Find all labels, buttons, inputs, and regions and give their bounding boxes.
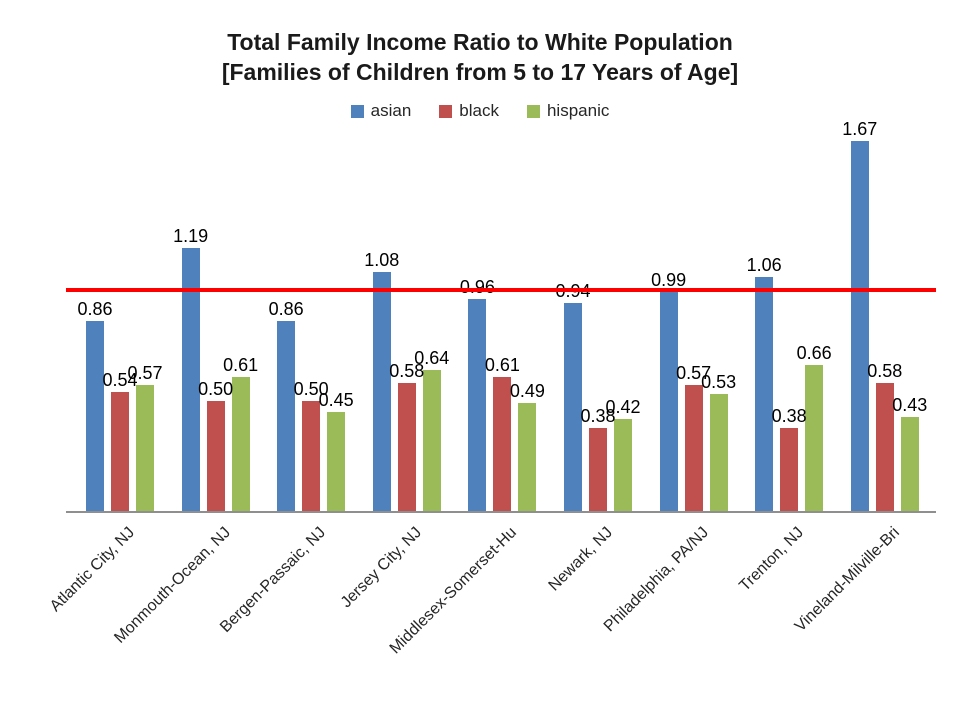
data-label-hispanic-atlantic-city-nj: 0.57 xyxy=(127,363,163,384)
bar-asian-philadelphia-pa-nj xyxy=(659,292,678,512)
bar-asian-bergen-passaic-nj xyxy=(277,321,296,512)
data-label-asian-bergen-passaic-nj: 0.86 xyxy=(268,299,304,320)
category-label-jersey-city-nj: Jersey City, NJ xyxy=(337,524,425,612)
legend-label-hispanic: hispanic xyxy=(546,101,610,120)
data-label-black-monmouth-ocean-nj: 0.50 xyxy=(198,379,234,399)
bar-hispanic-bergen-passaic-nj xyxy=(327,412,346,512)
legend: asian black hispanic xyxy=(0,101,960,121)
category-label-philadelphia-pa-nj: Philadelphia, PA/NJ xyxy=(600,524,712,636)
bar-black-atlantic-city-nj xyxy=(111,392,129,512)
bar-black-bergen-passaic-nj xyxy=(302,401,321,512)
bar-asian-atlantic-city-nj xyxy=(86,321,104,512)
data-label-black-middlesex-somerset-hu: 0.61 xyxy=(484,354,520,375)
bar-black-jersey-city-nj xyxy=(397,383,416,512)
chart-title: Total Family Income Ratio to White Popul… xyxy=(0,27,960,87)
data-label-asian-vineland-milville-bri: 1.67 xyxy=(842,119,878,140)
data-label-asian-jersey-city-nj: 1.08 xyxy=(364,250,400,271)
data-label-asian-atlantic-city-nj: 0.86 xyxy=(77,299,113,320)
bar-black-trenton-nj xyxy=(780,427,799,512)
data-label-black-philadelphia-pa-nj: 0.57 xyxy=(676,363,712,384)
data-label-hispanic-bergen-passaic-nj: 0.45 xyxy=(318,390,354,411)
category-label-trenton-nj: Trenton, NJ xyxy=(736,524,808,595)
bar-asian-vineland-milville-bri xyxy=(850,141,869,512)
category-label-vineland-milville-bri: Vineland-Milville-Bri xyxy=(791,524,903,636)
bar-black-vineland-milville-bri xyxy=(875,383,894,512)
data-label-hispanic-middlesex-somerset-hu: 0.49 xyxy=(509,381,545,402)
chart-title-line2: [Families of Children from 5 to 17 Years… xyxy=(221,59,739,85)
data-label-hispanic-newark-nj: 0.42 xyxy=(605,396,641,417)
bar-asian-middlesex-somerset-hu xyxy=(468,298,487,512)
bar-hispanic-vineland-milville-bri xyxy=(900,416,919,512)
bar-hispanic-jersey-city-nj xyxy=(422,369,441,512)
bar-asian-newark-nj xyxy=(564,303,582,512)
bar-hispanic-middlesex-somerset-hu xyxy=(518,403,537,512)
data-label-black-trenton-nj: 0.38 xyxy=(771,405,807,426)
reference-line xyxy=(66,288,936,292)
bar-hispanic-monmouth-ocean-nj xyxy=(231,376,250,512)
bar-hispanic-newark-nj xyxy=(614,418,632,512)
data-label-black-jersey-city-nj: 0.58 xyxy=(389,361,425,382)
data-label-hispanic-vineland-milville-bri: 0.43 xyxy=(892,394,928,415)
bar-black-middlesex-somerset-hu xyxy=(493,376,512,512)
legend-marker-asian xyxy=(350,104,364,118)
data-label-asian-trenton-nj: 1.06 xyxy=(746,254,782,275)
bar-asian-trenton-nj xyxy=(755,276,774,512)
category-label-monmouth-ocean-nj: Monmouth-Ocean, NJ xyxy=(110,524,234,647)
category-label-newark-nj: Newark, NJ xyxy=(545,524,617,595)
legend-item-asian: asian xyxy=(350,101,412,121)
data-label-black-atlantic-city-nj: 0.54 xyxy=(102,370,138,391)
data-label-hispanic-monmouth-ocean-nj: 0.61 xyxy=(223,354,259,375)
data-label-asian-philadelphia-pa-nj: 0.99 xyxy=(651,270,687,291)
data-label-hispanic-philadelphia-pa-nj: 0.53 xyxy=(701,372,737,393)
bar-asian-jersey-city-nj xyxy=(372,272,391,512)
data-label-black-vineland-milville-bri: 0.58 xyxy=(867,361,903,382)
legend-label-black: black xyxy=(459,101,499,120)
data-label-black-newark-nj: 0.38 xyxy=(580,405,616,426)
data-label-asian-monmouth-ocean-nj: 1.19 xyxy=(173,225,209,246)
category-label-atlantic-city-nj: Atlantic City, NJ xyxy=(46,524,139,616)
data-label-black-bergen-passaic-nj: 0.50 xyxy=(293,379,329,399)
x-axis-line xyxy=(66,511,936,513)
bar-black-newark-nj xyxy=(589,427,607,512)
category-label-middlesex-somerset-hu: Middlesex-Somerset-Hu xyxy=(387,524,521,658)
legend-marker-hispanic xyxy=(526,104,540,118)
legend-item-black: black xyxy=(439,101,499,121)
bar-hispanic-philadelphia-pa-nj xyxy=(709,394,728,512)
legend-item-hispanic: hispanic xyxy=(526,101,610,121)
chart-title-line1: Total Family Income Ratio to White Popul… xyxy=(227,29,733,55)
data-label-hispanic-jersey-city-nj: 0.64 xyxy=(414,347,450,368)
bar-asian-monmouth-ocean-nj xyxy=(181,247,200,512)
legend-label-asian: asian xyxy=(370,101,412,120)
bar-black-monmouth-ocean-nj xyxy=(206,401,225,512)
data-label-hispanic-trenton-nj: 0.66 xyxy=(796,343,832,364)
bar-hispanic-atlantic-city-nj xyxy=(136,385,154,512)
bar-hispanic-trenton-nj xyxy=(805,365,824,512)
legend-marker-black xyxy=(439,104,453,118)
bar-black-philadelphia-pa-nj xyxy=(684,385,703,512)
category-label-bergen-passaic-nj: Bergen-Passaic, NJ xyxy=(217,524,330,636)
